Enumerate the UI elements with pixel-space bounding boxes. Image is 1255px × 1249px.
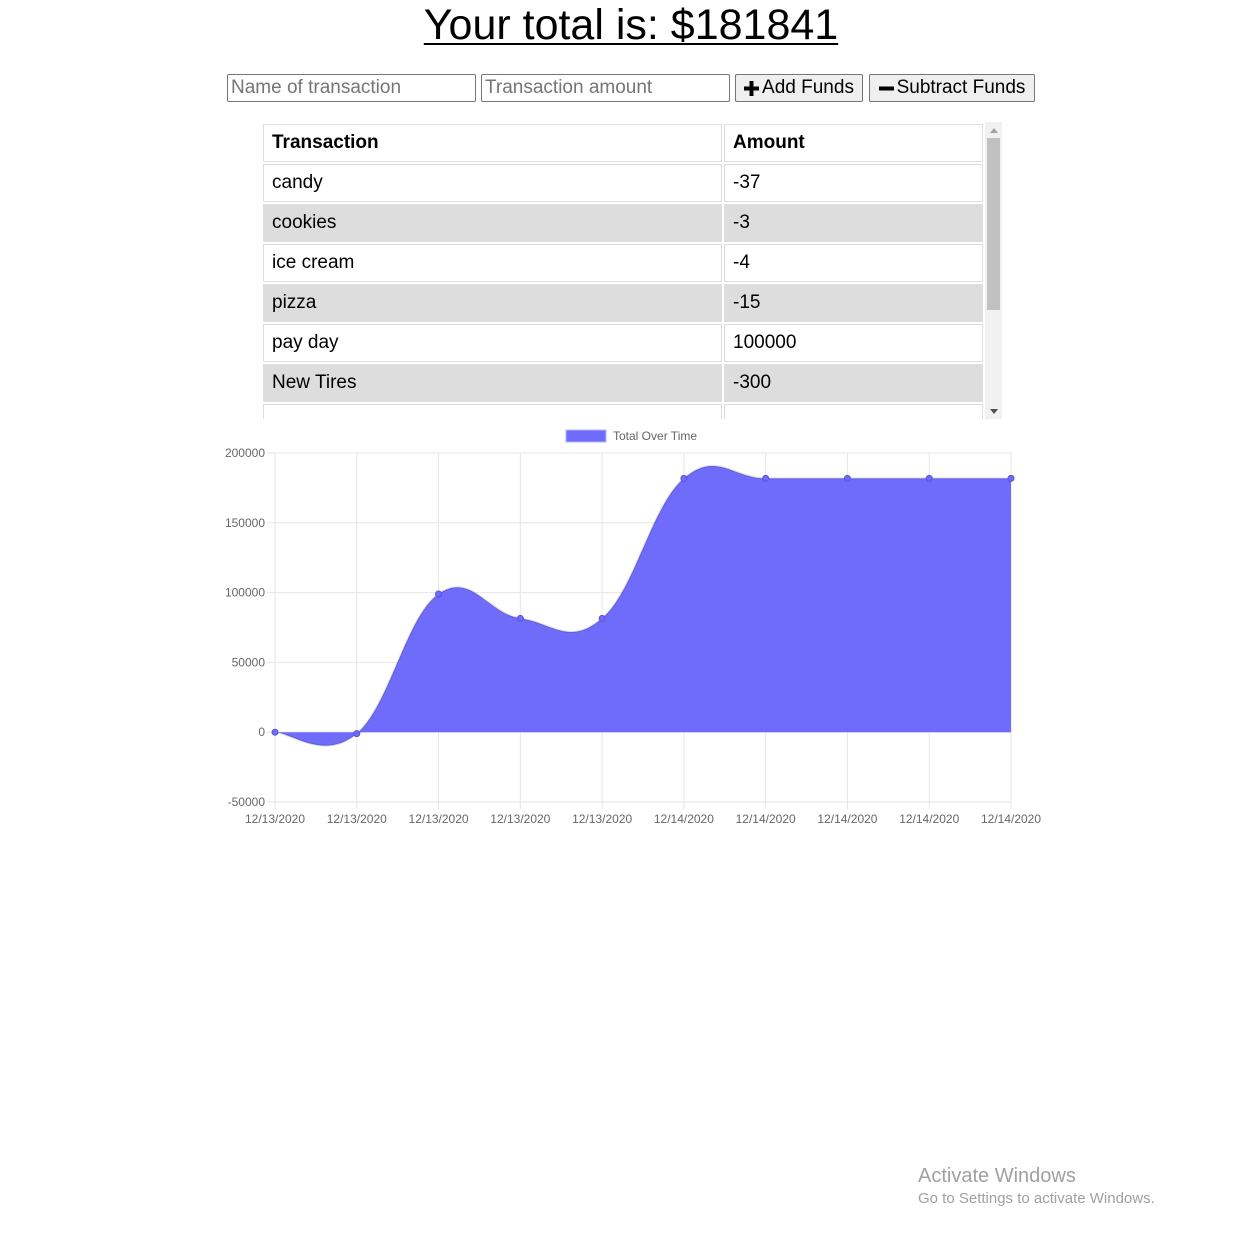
data-point[interactable]	[762, 474, 770, 482]
scroll-down-arrow-icon[interactable]	[985, 404, 1002, 418]
transaction-name-cell: candy	[263, 164, 722, 202]
transaction-name-cell: New Tires	[263, 364, 722, 402]
transaction-amount-cell	[724, 404, 983, 419]
data-point[interactable]	[925, 474, 933, 482]
y-tick-label: 0	[258, 725, 265, 739]
plus-icon	[744, 80, 760, 96]
activate-windows-subtitle: Go to Settings to activate Windows.	[918, 1190, 1155, 1207]
transaction-name-input[interactable]	[227, 74, 476, 102]
x-tick-label: 12/13/2020	[490, 812, 550, 826]
x-tick-label: 12/14/2020	[654, 812, 714, 826]
transaction-name-cell: cookies	[263, 204, 722, 242]
table-row: ice cream -4	[263, 244, 983, 282]
add-funds-label: Add Funds	[762, 77, 854, 98]
series-line-total-over-time	[274, 465, 1012, 747]
legend-swatch	[565, 429, 607, 443]
data-point[interactable]	[516, 614, 524, 622]
data-point[interactable]	[271, 728, 279, 736]
subtract-funds-label: Subtract Funds	[896, 77, 1026, 98]
data-point[interactable]	[353, 730, 361, 738]
x-tick-label: 12/13/2020	[245, 812, 305, 826]
column-header-transaction: Transaction	[263, 124, 722, 162]
x-tick-label: 12/14/2020	[981, 812, 1041, 826]
y-tick-label: 150000	[225, 516, 265, 530]
table-row: cookies -3	[263, 204, 983, 242]
table-row: candy -37	[263, 164, 983, 202]
activate-windows-title: Activate Windows	[918, 1165, 1076, 1187]
x-tick-label: 12/13/2020	[572, 812, 632, 826]
x-tick-label: 12/14/2020	[736, 812, 796, 826]
transaction-name-cell: ice cream	[263, 244, 722, 282]
y-tick-label: 200000	[225, 446, 265, 460]
chart-legend: Total Over Time	[565, 429, 697, 443]
x-tick-label: 12/13/2020	[409, 812, 469, 826]
transaction-name-cell	[263, 404, 722, 419]
data-point[interactable]	[435, 590, 443, 598]
total-heading: Your total is: $181841	[423, 1, 839, 49]
transaction-amount-cell: -3	[724, 204, 983, 242]
total-over-time-chart: Total Over Time 200000 150000 100000 50000 0…	[225, 429, 1041, 826]
transaction-name-cell: pay day	[263, 324, 722, 362]
data-point[interactable]	[680, 474, 688, 482]
table-header-row: Transaction Amount	[263, 124, 983, 162]
subtract-funds-button[interactable]: Subtract Funds	[869, 74, 1035, 102]
data-point[interactable]	[598, 614, 606, 622]
x-tick-label: 12/14/2020	[817, 812, 877, 826]
add-funds-button[interactable]: Add Funds	[735, 74, 863, 102]
table-scrollbar[interactable]	[985, 122, 1002, 419]
table-row: pay day 100000	[263, 324, 983, 362]
x-tick-label: 12/13/2020	[327, 812, 387, 826]
transaction-amount-cell: -4	[724, 244, 983, 282]
table-row: pizza -15	[263, 284, 983, 322]
transaction-amount-cell: -15	[724, 284, 983, 322]
transaction-amount-input[interactable]	[481, 74, 730, 102]
legend-label: Total Over Time	[613, 429, 697, 443]
y-tick-label: 100000	[225, 586, 265, 600]
series-area-total-over-time	[275, 465, 1011, 746]
scroll-up-arrow-icon[interactable]	[985, 123, 1002, 137]
data-point[interactable]	[1007, 474, 1015, 482]
transaction-amount-cell: -300	[724, 364, 983, 402]
data-point[interactable]	[843, 474, 851, 482]
y-tick-label: 50000	[232, 655, 266, 669]
x-tick-label: 12/14/2020	[899, 812, 959, 826]
transactions-table: Transaction Amount candy -37 cookies -3 …	[261, 122, 985, 419]
table-row	[263, 404, 983, 419]
transaction-amount-cell: 100000	[724, 324, 983, 362]
table-row: New Tires -300	[263, 364, 983, 402]
transactions-table-container[interactable]: Transaction Amount candy -37 cookies -3 …	[261, 122, 1002, 419]
scrollbar-thumb[interactable]	[987, 138, 1000, 310]
column-header-amount: Amount	[724, 124, 983, 162]
transaction-amount-cell: -37	[724, 164, 983, 202]
transaction-name-cell: pizza	[263, 284, 722, 322]
y-tick-label: -50000	[228, 795, 266, 809]
activate-windows-watermark: Activate Windows Go to Settings to activ…	[918, 1163, 1155, 1209]
minus-icon	[878, 81, 894, 96]
